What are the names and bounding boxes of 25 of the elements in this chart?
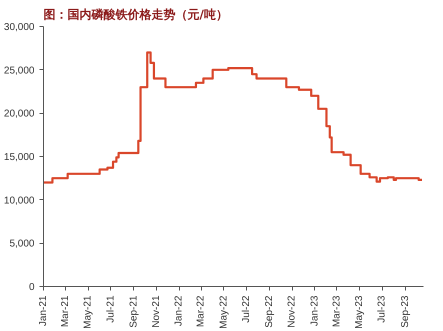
x-tick-label: Sep-21 [128, 295, 140, 328]
x-tick-label: May-21 [82, 295, 94, 329]
x-tick-label: Sep-23 [400, 295, 411, 328]
y-tick-label: 25,000 [4, 65, 35, 76]
y-tick-label: 30,000 [4, 22, 35, 33]
x-tick-label: Nov-21 [151, 295, 162, 328]
y-tick-label: 0 [28, 282, 35, 293]
x-tick-label: Sep-22 [264, 295, 276, 328]
chart-title: 图：国内磷酸铁价格走势（元/吨） [44, 8, 228, 22]
y-tick-label: 10,000 [4, 195, 35, 206]
x-tick-label: May-23 [354, 295, 366, 329]
y-tick-label: 15,000 [4, 152, 35, 163]
x-tick-label: Nov-22 [286, 295, 298, 328]
y-tick-label: 20,000 [4, 108, 35, 120]
x-tick-label: Jul-23 [376, 295, 388, 323]
x-tick-label: Jul-21 [105, 295, 116, 323]
x-tick-label: Jan-21 [38, 295, 49, 326]
x-tick-label: Mar-22 [196, 295, 207, 328]
y-tick-label: 5,000 [9, 238, 35, 250]
x-tick-label: Jan-23 [309, 295, 320, 326]
x-tick-label: Mar-23 [331, 295, 342, 328]
x-tick-label: May-22 [218, 295, 230, 329]
x-tick-label: Mar-21 [60, 295, 71, 328]
x-tick-label: Jan-22 [174, 295, 185, 326]
x-tick-label: Jul-22 [241, 295, 252, 323]
